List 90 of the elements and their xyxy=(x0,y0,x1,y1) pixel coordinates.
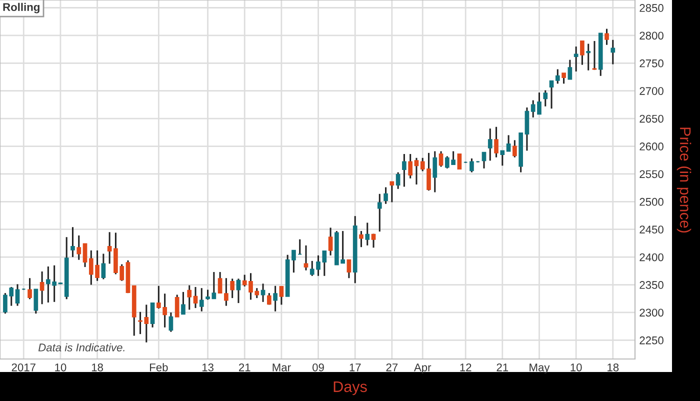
y-axis-title: Price (in pence) xyxy=(676,128,692,233)
candlestick xyxy=(365,222,370,246)
y-tick-label: 2800 xyxy=(640,32,664,40)
candlestick xyxy=(384,186,388,205)
candlestick xyxy=(224,277,228,307)
x-tick-label: Apr xyxy=(414,364,432,374)
candlestick xyxy=(181,291,186,315)
y-tick-label: 2650 xyxy=(640,114,664,123)
chart-title: Rolling xyxy=(3,2,40,14)
candlestick xyxy=(506,134,511,152)
candlestick xyxy=(150,302,155,328)
candlestick xyxy=(414,157,419,186)
candlestick xyxy=(543,90,548,108)
candlestick xyxy=(28,277,32,300)
candlestick xyxy=(34,288,38,314)
x-tick-label: 18 xyxy=(608,363,619,372)
x-tick-label: 10 xyxy=(570,363,582,372)
x-tick-label: 12 xyxy=(460,363,472,372)
x-tick-label: 09 xyxy=(312,363,324,372)
x-tick-label: 2017 xyxy=(12,363,36,372)
y-tick-label: 2750 xyxy=(640,59,664,68)
candlestick xyxy=(512,139,517,158)
candlestick xyxy=(193,286,198,309)
x-tick-label: 27 xyxy=(386,363,398,372)
candlestick xyxy=(199,287,204,312)
candlestick xyxy=(70,226,75,258)
candlestick xyxy=(610,39,616,66)
candlestick xyxy=(273,285,278,312)
candlestick xyxy=(187,284,192,310)
x-tick-label: 17 xyxy=(350,364,361,372)
annotation: Data is Indicative. xyxy=(38,343,124,352)
candlestick xyxy=(482,152,486,170)
candlestick xyxy=(82,243,88,268)
candlestick xyxy=(568,59,572,80)
candlestick xyxy=(168,312,174,333)
x-tick-label: 21 xyxy=(238,363,250,372)
y-tick-label: 2700 xyxy=(640,87,664,95)
candlestick xyxy=(107,231,112,264)
candlestick xyxy=(457,154,462,170)
candlestick xyxy=(304,244,308,272)
candlestick xyxy=(470,158,474,174)
x-tick-label: 21 xyxy=(496,363,508,372)
candlestick xyxy=(40,270,44,305)
candlestick xyxy=(488,128,492,162)
x-tick-label: Mar xyxy=(272,364,291,372)
y-tick-label: 2300 xyxy=(640,308,664,317)
y-tick-label: 2350 xyxy=(640,281,664,289)
candlestick xyxy=(396,172,400,190)
candlestick xyxy=(408,153,413,180)
candlestick xyxy=(76,234,82,261)
candlestick xyxy=(494,126,498,158)
y-tick-label: 2850 xyxy=(640,4,664,12)
candlestick xyxy=(555,68,560,84)
x-tick-label: 18 xyxy=(92,363,103,372)
y-tick-label: 2500 xyxy=(640,198,664,206)
candlestick xyxy=(402,153,406,188)
candlestick xyxy=(377,193,382,232)
candlestick xyxy=(574,46,578,72)
y-tick-label: 2450 xyxy=(640,226,664,234)
candlestick xyxy=(279,286,284,306)
candlestick xyxy=(586,43,591,72)
candlestick xyxy=(236,278,241,304)
candlestick xyxy=(174,294,180,318)
candlestick xyxy=(562,72,566,84)
candlestick xyxy=(549,80,554,110)
candlestick xyxy=(390,180,394,203)
candlestick xyxy=(438,150,444,168)
candlestick xyxy=(580,40,584,66)
y-tick-label: 2400 xyxy=(640,253,664,262)
candlestick xyxy=(328,226,333,256)
candlestick xyxy=(500,150,505,166)
candlestick xyxy=(604,28,609,46)
x-axis-title: Days xyxy=(334,381,367,396)
candlestick xyxy=(346,259,352,279)
candlestick xyxy=(230,278,235,299)
candlestick xyxy=(218,271,222,294)
y-tick-label: 2250 xyxy=(640,336,664,344)
candlestick xyxy=(371,233,376,248)
candlestick xyxy=(592,40,597,71)
y-tick-label: 2600 xyxy=(640,142,664,150)
x-tick-label: May xyxy=(530,364,550,374)
y-tick-label: 2550 xyxy=(640,170,664,178)
x-tick-label: 13 xyxy=(202,363,214,372)
x-tick-label: 10 xyxy=(55,363,66,372)
candlestick xyxy=(15,283,20,307)
candlestick xyxy=(432,150,438,194)
candlestick xyxy=(524,106,530,152)
candlestick xyxy=(359,230,364,248)
candlestick xyxy=(101,252,106,280)
x-tick-label: Feb xyxy=(150,363,168,372)
